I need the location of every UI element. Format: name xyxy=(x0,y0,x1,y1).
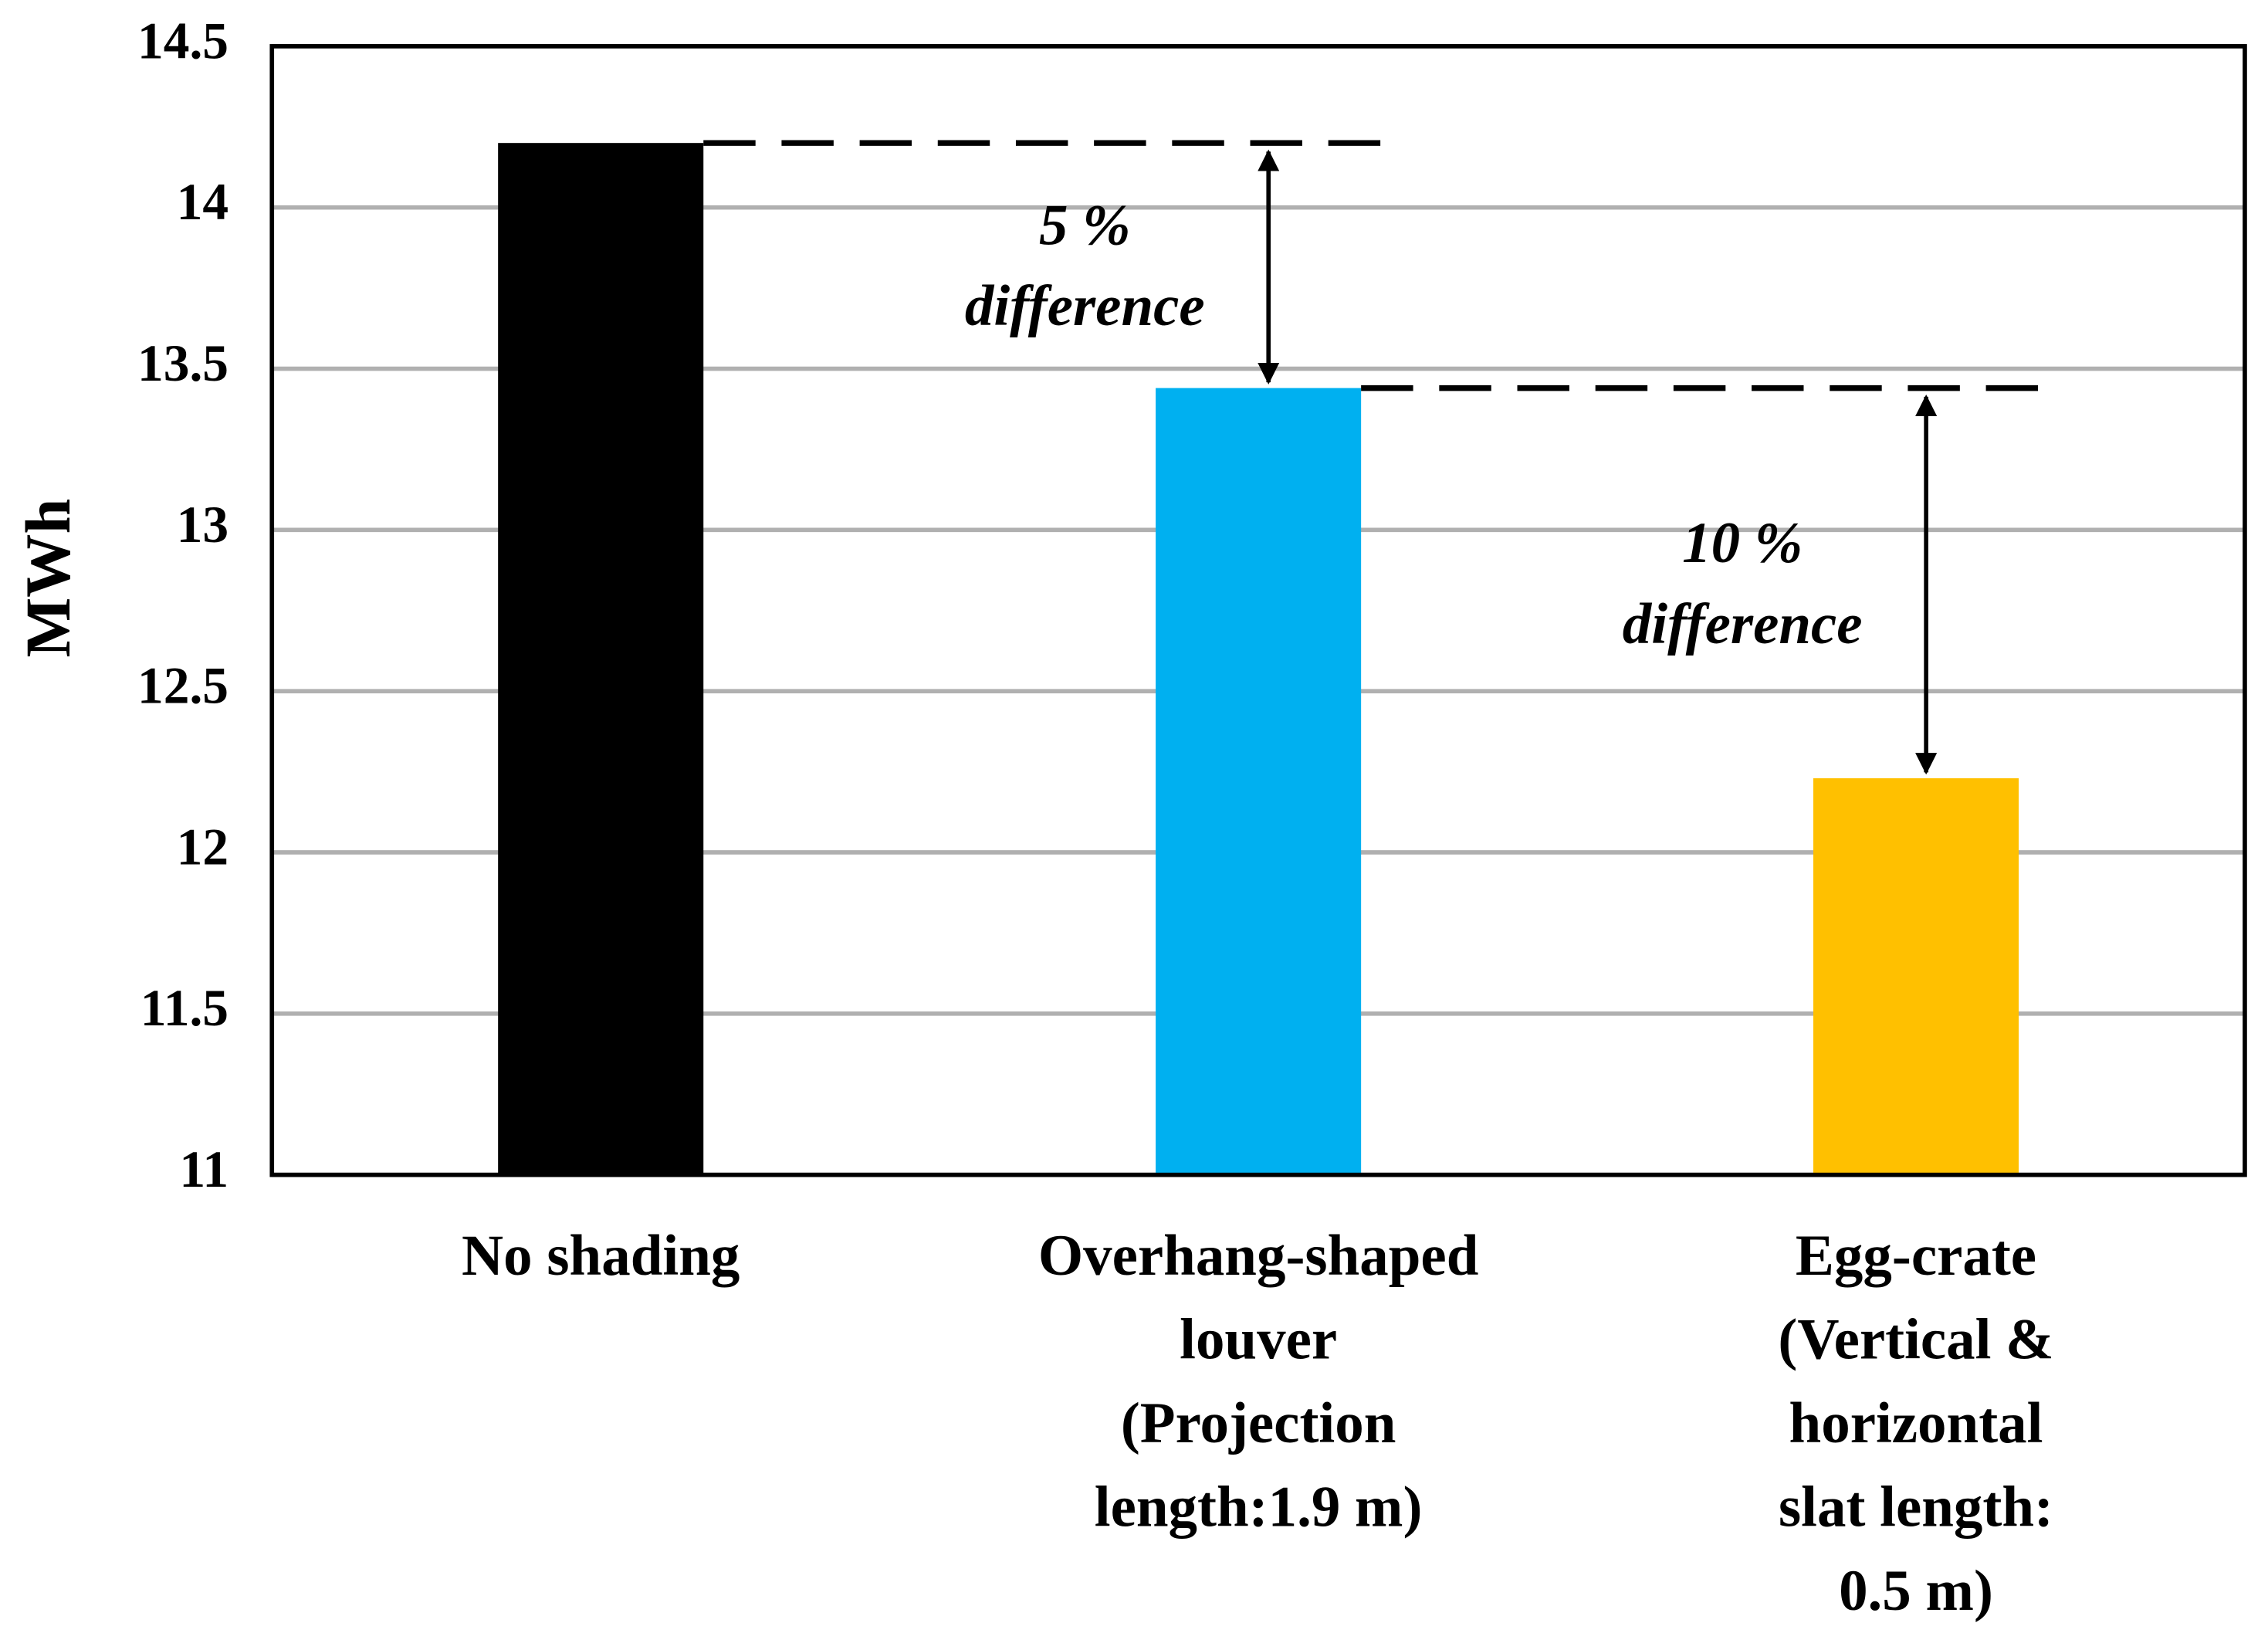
y-tick-label: 12.5 xyxy=(137,657,228,715)
y-tick-label: 12 xyxy=(177,818,228,876)
y-tick-label: 13 xyxy=(177,496,228,554)
bar xyxy=(1156,388,1362,1175)
chart-container: MWh 11 11.5 12 12.5 13 13.5 14 14.5 No shading O… xyxy=(13,12,2247,1623)
y-axis-label: MWh xyxy=(13,499,83,658)
y-tick-label: 11 xyxy=(179,1140,228,1198)
chart: MWh 11 11.5 12 12.5 13 13.5 14 14.5 xyxy=(13,12,2247,1198)
y-tick-label: 13.5 xyxy=(137,334,228,392)
x-tick-label: Egg-crate (Vertical & horizontal slat le… xyxy=(1778,1222,2054,1623)
bar xyxy=(498,143,704,1175)
page: MWh 11 11.5 12 12.5 13 13.5 14 14.5 No shading O… xyxy=(13,12,2247,1623)
annotation: 5 % difference xyxy=(964,191,1205,338)
bar xyxy=(1813,778,2019,1175)
plot-frame xyxy=(269,44,2247,1177)
annotation: 10 % difference xyxy=(1622,509,1863,656)
y-tick-label: 11.5 xyxy=(140,979,228,1037)
x-tick-label: No shading xyxy=(462,1222,740,1288)
x-tick-label: Overhang-shaped louver (Projection lengt… xyxy=(1038,1222,1479,1540)
y-tick-label: 14 xyxy=(177,173,228,231)
y-tick-label: 14.5 xyxy=(137,12,228,69)
